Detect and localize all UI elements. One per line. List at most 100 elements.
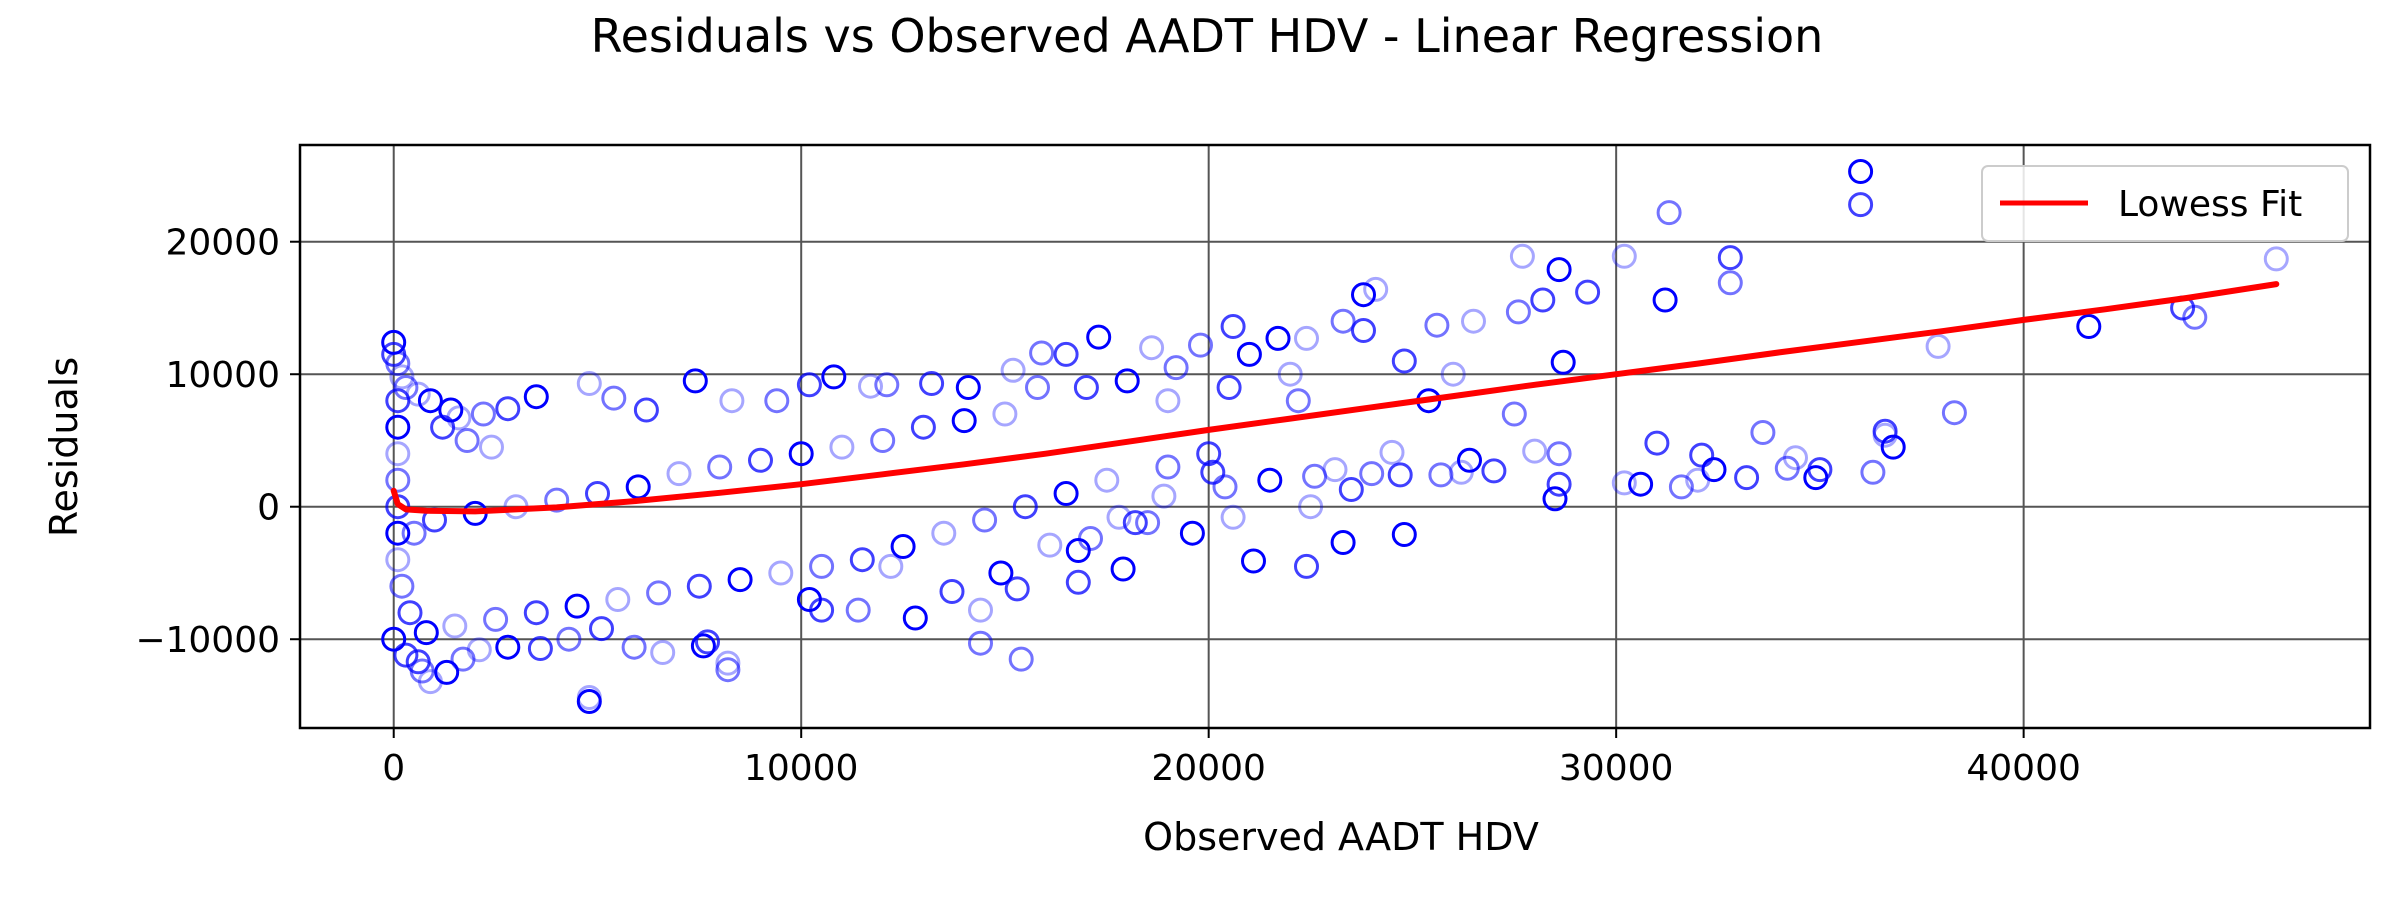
scatter-point [796,372,822,398]
scatter-point [393,375,419,400]
scatter-point [2182,304,2208,330]
scatter-point [1086,324,1112,350]
scatter-point [1122,510,1148,536]
scatter-point [1322,457,1348,483]
scatter-point [1302,463,1328,489]
scatter-point [633,397,659,423]
scatter-point [385,414,411,440]
legend: Lowess Fit [1981,165,2349,242]
scatter-point [695,629,720,655]
scatter-point [748,447,773,473]
scatter-point [1611,470,1637,496]
scatter-point [715,657,741,683]
scatter-point [1053,341,1079,367]
scatter-point [576,689,602,714]
scatter-point [479,434,504,460]
scatter-point [385,520,411,546]
scatter-point [1200,459,1226,485]
scatter-point [605,587,631,612]
scatter-point [890,534,916,559]
scatter-point [1151,483,1177,509]
scatter-point [1379,439,1405,465]
chart-title: Residuals vs Observed AADT HDV - Linear … [591,9,1824,63]
scatter-point [523,384,549,410]
scatter-point [1094,467,1120,493]
scatter-point [919,371,945,396]
scatter-point [2263,246,2289,272]
scatter-point [385,388,411,414]
scatter-point [405,381,431,407]
scatter-point [666,461,692,487]
scatter-point [601,385,627,411]
scatter-point [931,520,957,546]
x-axis-label: Observed AADT HDV [1143,815,1539,859]
scatter-point [809,553,835,579]
legend-label-lowess: Lowess Fit [2118,184,2302,225]
scatter-point [589,616,614,642]
scatter-point [389,364,415,390]
scatter-point [1012,494,1038,520]
x-axis-ticks: 0 10000 20000 30000 40000 [382,728,2081,789]
scatter-point [495,634,521,660]
scatter-point [1542,486,1568,512]
scatter-point [1575,279,1601,305]
scatter-point [1734,465,1760,491]
scatter-point [829,434,855,460]
scatter-point [1008,646,1034,672]
scatter-point [1391,348,1417,374]
scatter-point [951,408,977,434]
scatter-series [381,159,2289,714]
scatter-point [858,373,883,399]
scatter-point [1501,401,1527,427]
scatter-point [1065,569,1091,595]
scatter-point [719,388,745,414]
scatter-point [1294,553,1319,579]
scatter-point [454,428,480,453]
scatter-point [910,414,936,440]
scatter-point [1294,325,1319,351]
plot-frame [298,143,2372,730]
scatter-point [381,626,407,652]
scatter-point [1025,375,1050,400]
scatter-point [576,371,602,396]
scatter-point [972,507,998,533]
scatter-point [870,428,896,453]
scatter-point [1880,434,1906,460]
scatter-point [1424,312,1450,338]
scatter-point [564,593,590,619]
scatter-point [1774,455,1800,481]
scatter-point [1848,159,1874,184]
scatter-point [442,613,468,639]
scatter-point [1053,481,1079,506]
scatter-point [1461,308,1486,334]
scatter-point [434,659,460,685]
y-tick-label: −10000 [135,620,280,661]
scatter-point [968,597,993,623]
scatter-point [768,560,794,586]
scatter-point [809,597,835,623]
scatter-point [1212,474,1238,500]
scatter-point [413,620,439,646]
scatter-point [1163,355,1189,381]
scatter-point [1457,447,1482,473]
scatter-point [707,454,733,480]
scatter-point [1428,462,1454,488]
scatter-point [955,375,981,400]
scatter-point [1106,504,1132,530]
scatter-point [690,633,716,659]
scatter-point [401,520,427,546]
y-tick-label: 20000 [165,223,280,264]
scatter-point [992,401,1018,427]
scatter-point [968,630,993,656]
scatter-point [389,573,415,599]
scatter-point [385,467,411,493]
scatter-point [1628,471,1654,497]
legend-box [1981,165,2349,242]
scatter-point [686,573,712,599]
scatter-point [1440,361,1466,387]
scatter-point [405,649,431,675]
scatter-point [682,368,708,394]
scatter-point [1522,438,1548,464]
